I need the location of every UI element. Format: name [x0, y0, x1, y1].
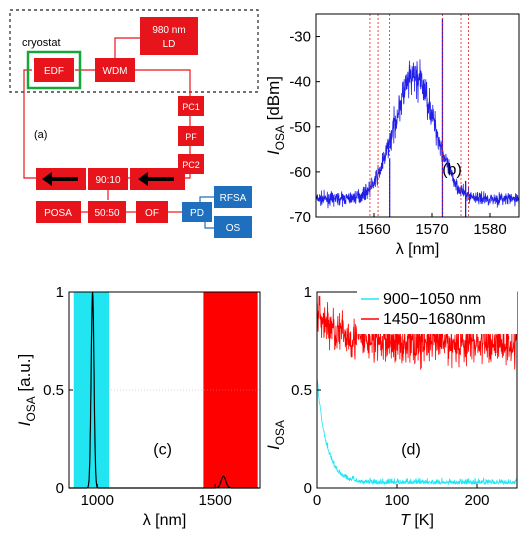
y-axis-label: IOSA — [265, 420, 287, 450]
y-tick-label: 1 — [56, 284, 64, 301]
y-axis-label-subscript: OSA — [24, 396, 38, 421]
legend-label: 900−1050 nm — [383, 291, 481, 308]
y-axis-label-unit: [dBm] — [265, 76, 283, 125]
os-label: OS — [226, 223, 241, 234]
chart-c-spectrum: 1000 1500 0 0.5 1 λ [nm] (c) IOSA [a.u.] — [15, 284, 261, 529]
electrical-connections — [199, 196, 214, 229]
arrow-left-icon — [138, 172, 174, 186]
pump-laser-box: 980 nm LD — [140, 17, 198, 55]
y-axis-label-main: I — [265, 150, 283, 155]
legend-label: 1450−1680nm — [383, 311, 486, 328]
y-axis-label-group: IOSA [dBm] — [265, 76, 287, 155]
rfsa-box: RFSA — [214, 186, 252, 208]
legend-box — [357, 290, 517, 334]
of-label: OF — [145, 208, 159, 219]
spectrum-trace — [315, 59, 520, 209]
x-tick-label: 1570 — [415, 221, 448, 238]
y-axis-label-group: IOSA — [265, 420, 287, 450]
pd-box: PD — [182, 202, 212, 222]
setup-diagram: cryostat EDF WDM 980 nm LD PC1 — [9, 9, 259, 238]
pump-laser-type: LD — [163, 39, 176, 50]
of-box: OF — [136, 201, 168, 223]
chart-b-spectrum: 1560 1570 1580 -30 -40 -50 -60 -70 λ [nm] (b) IOSA… — [265, 13, 520, 258]
wavelength-band — [203, 292, 258, 488]
x-tick-label: 100 — [384, 492, 409, 509]
panel-annotation: (b) — [442, 161, 462, 178]
pd-label: PD — [190, 208, 204, 219]
y-tick-label: 1 — [304, 284, 312, 301]
y-tick-label: 0 — [56, 480, 64, 497]
arrow-left-icon — [42, 172, 78, 186]
y-axis-label-unit: [a.u.] — [15, 354, 34, 397]
panel-a-label: (a) — [34, 129, 47, 141]
y-tick-label: -30 — [289, 29, 311, 46]
x-tick-label: 1500 — [199, 492, 232, 509]
x-tick-label: 0 — [313, 492, 321, 509]
os-box: OS — [214, 216, 252, 238]
isolator-right — [130, 168, 185, 190]
chart-d-temperature: 0 100 200 0 0.5 1 900−1050 nm 1450−1680nm T [K] (… — [265, 284, 518, 529]
y-tick-label: -50 — [289, 119, 311, 136]
coupler-label: 90:10 — [95, 175, 120, 186]
y-axis-label-main: I — [15, 421, 34, 426]
y-tick-label: -60 — [289, 164, 311, 181]
legend: 900−1050 nm 1450−1680nm — [357, 290, 517, 334]
x-tick-label: 1000 — [81, 492, 114, 509]
plot-frame — [315, 13, 520, 218]
y-axis-label-group: IOSA [a.u.] — [15, 354, 38, 426]
y-tick-label: 0.5 — [43, 382, 64, 399]
y-axis-label-subscript: OSA — [273, 420, 287, 445]
wdm-label: WDM — [103, 66, 128, 77]
edf-label: EDF — [44, 66, 64, 77]
y-axis-label-main: I — [265, 445, 283, 450]
cryostat-label: cryostat — [22, 37, 61, 49]
cryostat-frame — [26, 50, 82, 90]
pump-laser-wavelength: 980 nm — [152, 25, 185, 36]
pf-label: PF — [185, 132, 197, 142]
posa-label: POSA — [44, 208, 72, 219]
x-tick-label: 200 — [464, 492, 489, 509]
panel-annotation: (d) — [401, 442, 421, 459]
wdm-box: WDM — [95, 58, 135, 82]
y-tick-label: -40 — [289, 74, 311, 91]
pf-box: PF — [178, 126, 204, 146]
x-axis-label-unit: [K] — [410, 512, 434, 529]
x-axis-label: λ [nm] — [396, 241, 440, 258]
isolator-left — [36, 168, 86, 190]
y-tick-label: -70 — [289, 209, 311, 226]
cryostat-dashed-enclosure — [9, 9, 259, 93]
pc1-label: PC1 — [182, 102, 200, 112]
posa-box: POSA — [36, 201, 81, 223]
splitter-label: 50:50 — [94, 208, 119, 219]
splitter-box: 50:50 — [88, 201, 126, 223]
x-axis-label: T [K] — [400, 512, 434, 529]
pc2-label: PC2 — [182, 160, 200, 170]
panel-annotation: (c) — [153, 442, 172, 459]
y-axis-label: IOSA [dBm] — [265, 76, 287, 155]
y-tick-label: 0 — [304, 480, 312, 497]
x-axis-label-main: T — [400, 512, 411, 529]
x-axis-label: λ [nm] — [143, 512, 187, 529]
y-axis-label: IOSA [a.u.] — [15, 354, 38, 426]
coupler-box: 90:10 — [88, 168, 128, 190]
x-tick-label: 1580 — [473, 221, 506, 238]
y-axis-label-subscript: OSA — [273, 125, 287, 150]
y-tick-label: 0.5 — [291, 382, 312, 399]
edf-box: EDF — [34, 58, 74, 82]
series-line-cyan — [316, 377, 518, 486]
x-tick-label: 1560 — [357, 221, 390, 238]
rfsa-label: RFSA — [220, 193, 247, 204]
pc1-box: PC1 — [178, 96, 204, 116]
